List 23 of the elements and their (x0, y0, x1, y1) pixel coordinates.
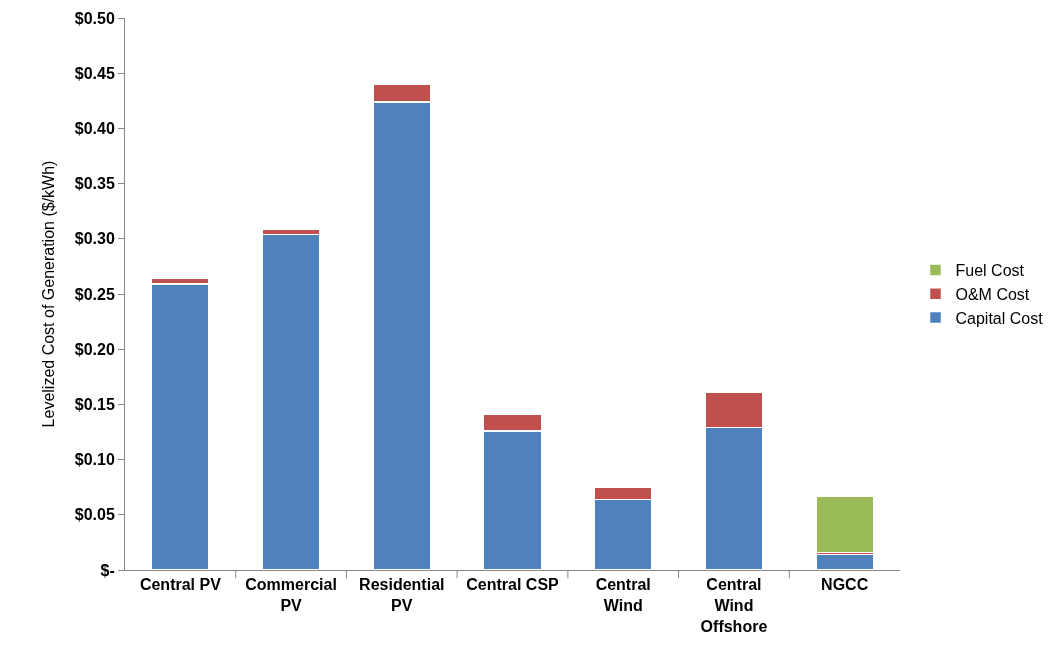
x-tick-label: Central CSP (466, 576, 560, 594)
legend-label: O&M Cost (955, 285, 1030, 303)
x-tick-label: Central Wind Offshore (700, 576, 768, 635)
x-tick-label: NGCC (821, 576, 869, 594)
x-tick-label: Central Wind (595, 576, 651, 614)
legend-label: Fuel Cost (955, 262, 1025, 280)
y-tick-label: $0.45 (74, 64, 115, 82)
y-tick-label: $0.30 (74, 230, 115, 248)
y-tick-label: $0.20 (74, 340, 115, 358)
y-tick-label: $0.25 (74, 285, 115, 303)
y-tick-label: $0.15 (74, 396, 115, 413)
bar (815, 495, 875, 554)
legend-label: Capital Cost (955, 309, 1044, 327)
y-tick-label: $0.50 (74, 9, 115, 27)
y-axis-title: Levelized Cost of Generation ($/kWh) (39, 160, 57, 428)
x-tick-label: Commercial PV (245, 576, 337, 614)
x-tick-label: Residential PV (359, 576, 445, 614)
y-tick-label: $0.10 (74, 451, 115, 469)
x-tick-label: Central PV (139, 576, 222, 594)
y-tick-label: $0.40 (74, 120, 115, 137)
y-tick-label: $0.05 (74, 506, 115, 524)
y-tick-label: $- (100, 561, 115, 579)
y-tick-label: $0.35 (74, 175, 115, 193)
